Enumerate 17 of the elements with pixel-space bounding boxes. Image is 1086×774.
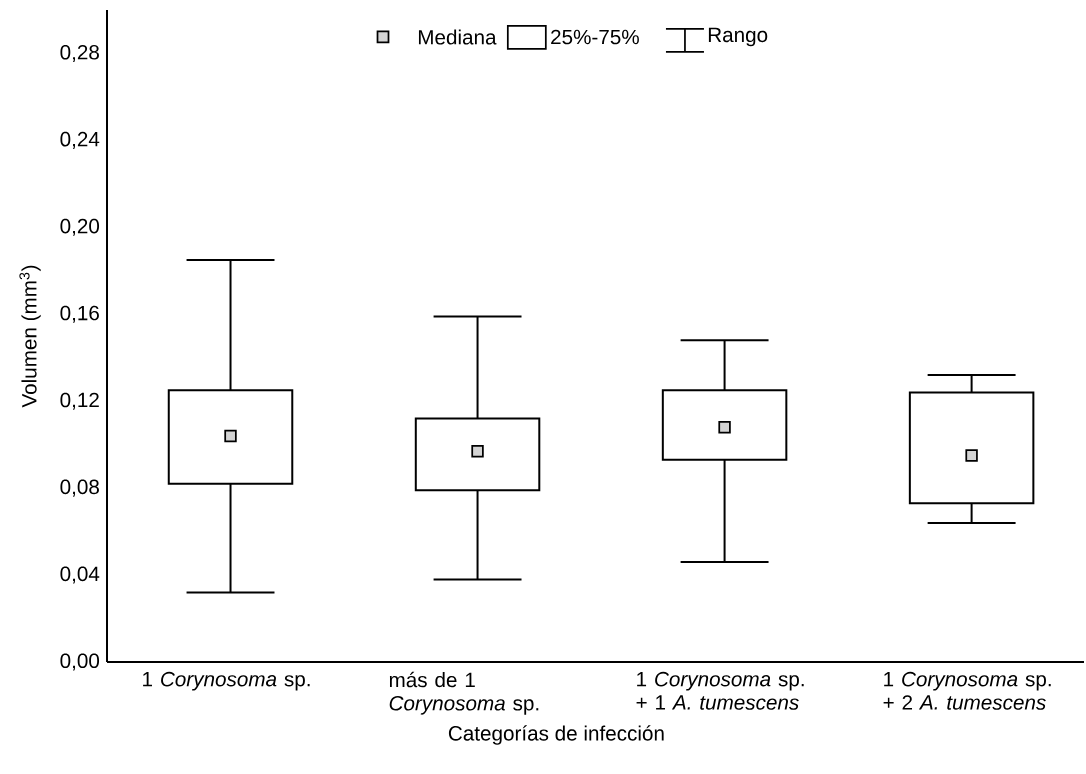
annotation: Rango	[708, 27, 768, 47]
y-tick-label: 0,28	[60, 44, 99, 62]
y-tick-label: 0,08	[60, 479, 99, 497]
y-tick-label: 0,20	[60, 218, 100, 236]
x-axis-title: Categorías de infección	[448, 725, 664, 745]
category-label: 1 Corynosoma sp. + 2 A. tumescens	[883, 671, 1051, 710]
y-tick-label: 0,00	[60, 653, 100, 671]
x-tick-label: más de 1 Corynosoma sp.	[389, 671, 539, 715]
category-label: 1 Corynosoma sp. + 1 A. tumescens	[636, 671, 804, 710]
y-tick-label: 0,04	[60, 566, 100, 584]
y-tick-label: 0,16	[60, 305, 99, 323]
y-axis-title: Volumen (mm$^{3}$)	[19, 265, 41, 408]
annotation: 25%-75%	[551, 29, 639, 45]
y-tick-label: 0,12	[60, 392, 99, 410]
annotation: Mediana	[418, 29, 497, 45]
x-tick-label: 1 Corynosoma sp.	[143, 671, 310, 691]
y-tick-label: 0,24	[60, 131, 100, 149]
